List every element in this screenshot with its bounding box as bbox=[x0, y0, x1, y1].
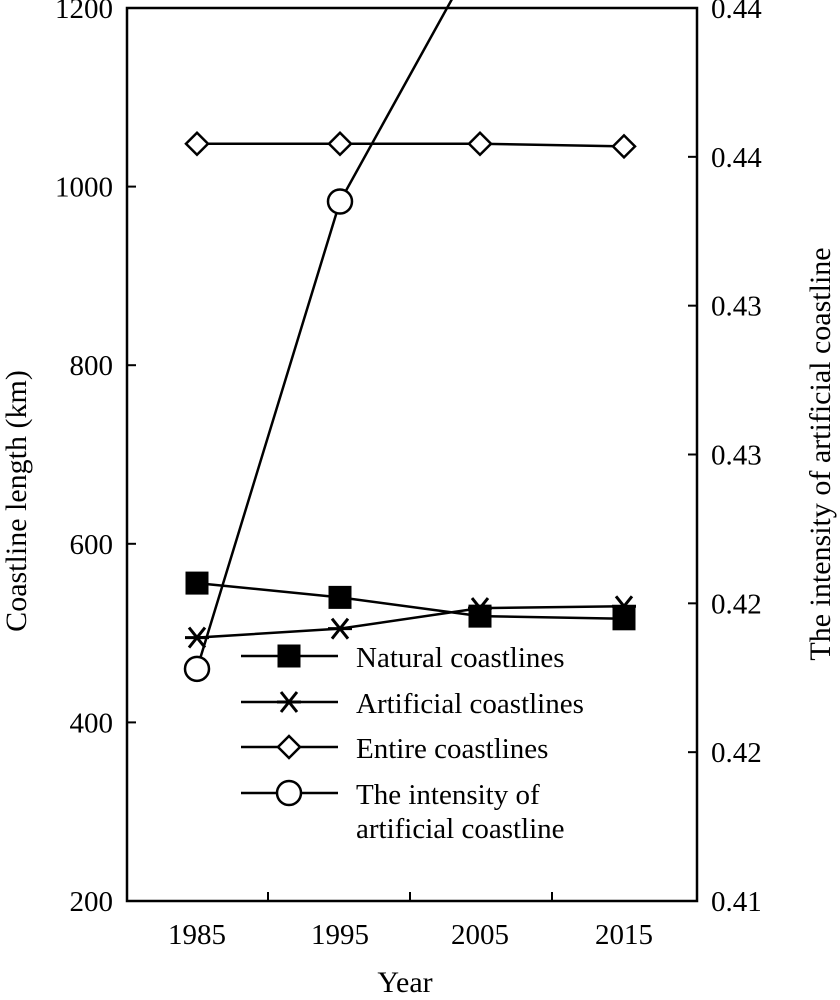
series-entire-coastlines bbox=[184, 130, 637, 160]
data-point bbox=[468, 597, 492, 620]
y-left-tick-label: 400 bbox=[70, 707, 114, 739]
tick-labels: 200 400 600 800 1000 1200 0.41 0.42 0.42 0.43 0.43… bbox=[55, 0, 762, 951]
x-axis-title: Year bbox=[377, 966, 432, 999]
data-point bbox=[612, 595, 636, 618]
series-natural-coastlines bbox=[185, 571, 636, 631]
data-point bbox=[327, 130, 353, 157]
legend-item-entire-coastlines: Entire coastlines bbox=[241, 733, 548, 765]
data-point bbox=[468, 604, 492, 628]
y-axis-right-title: The intensity of artificial coastline bbox=[804, 247, 837, 660]
plot-frame bbox=[125, 6, 699, 903]
legend-label: Entire coastlines bbox=[356, 733, 548, 765]
y-right-tick-label: 0.44 bbox=[711, 0, 762, 25]
series-artificial-coastlines bbox=[185, 595, 636, 649]
y-axis-left-title: Coastline length (km) bbox=[0, 370, 33, 632]
data-point bbox=[328, 585, 352, 609]
series-line bbox=[196, 581, 625, 621]
legend-label: Artificial coastlines bbox=[356, 688, 584, 720]
series-line bbox=[195, 0, 453, 670]
legend-label: The intensity of bbox=[356, 779, 540, 811]
series-line bbox=[197, 142, 625, 148]
y-left-tick-label: 1000 bbox=[55, 172, 113, 204]
data-point bbox=[467, 130, 493, 157]
series-intensity bbox=[183, 0, 453, 683]
y-left-tick-label: 200 bbox=[70, 886, 114, 918]
x-tick-label: 1995 bbox=[311, 919, 369, 951]
series-layer bbox=[183, 0, 637, 683]
y-left-tick-label: 800 bbox=[70, 350, 114, 382]
legend-item-artificial-coastlines: Artificial coastlines bbox=[241, 688, 584, 720]
data-point bbox=[328, 617, 352, 640]
series-line bbox=[196, 605, 625, 639]
data-point bbox=[185, 571, 209, 595]
legend-marker bbox=[277, 691, 301, 713]
y-right-tick-label: 0.42 bbox=[711, 737, 762, 769]
legend: Natural coastlines Artificial coastlines E… bbox=[241, 642, 584, 845]
legend-marker bbox=[275, 779, 303, 807]
legend-marker bbox=[277, 644, 301, 668]
y-left-tick-label: 1200 bbox=[55, 0, 113, 25]
data-point bbox=[184, 130, 210, 157]
axes bbox=[125, 6, 699, 903]
data-point bbox=[611, 133, 637, 160]
axis-ticks bbox=[127, 7, 697, 902]
x-tick-label: 1985 bbox=[168, 919, 226, 951]
y-right-tick-label: 0.43 bbox=[711, 440, 762, 472]
y-right-tick-label: 0.41 bbox=[711, 886, 762, 918]
y-right-tick-label: 0.44 bbox=[711, 142, 762, 174]
data-point bbox=[326, 188, 354, 215]
y-left-tick-label: 600 bbox=[70, 529, 114, 561]
data-point bbox=[185, 626, 209, 649]
data-point bbox=[183, 655, 211, 683]
data-point bbox=[612, 607, 636, 631]
x-tick-label: 2005 bbox=[451, 919, 509, 951]
legend-item-natural-coastlines: Natural coastlines bbox=[241, 642, 565, 674]
legend-label: Natural coastlines bbox=[356, 642, 565, 674]
legend-marker bbox=[276, 734, 302, 760]
legend-label: artificial coastline bbox=[356, 813, 565, 845]
y-right-tick-label: 0.42 bbox=[711, 588, 762, 620]
y-right-tick-label: 0.43 bbox=[711, 291, 762, 323]
x-tick-label: 2015 bbox=[595, 919, 653, 951]
